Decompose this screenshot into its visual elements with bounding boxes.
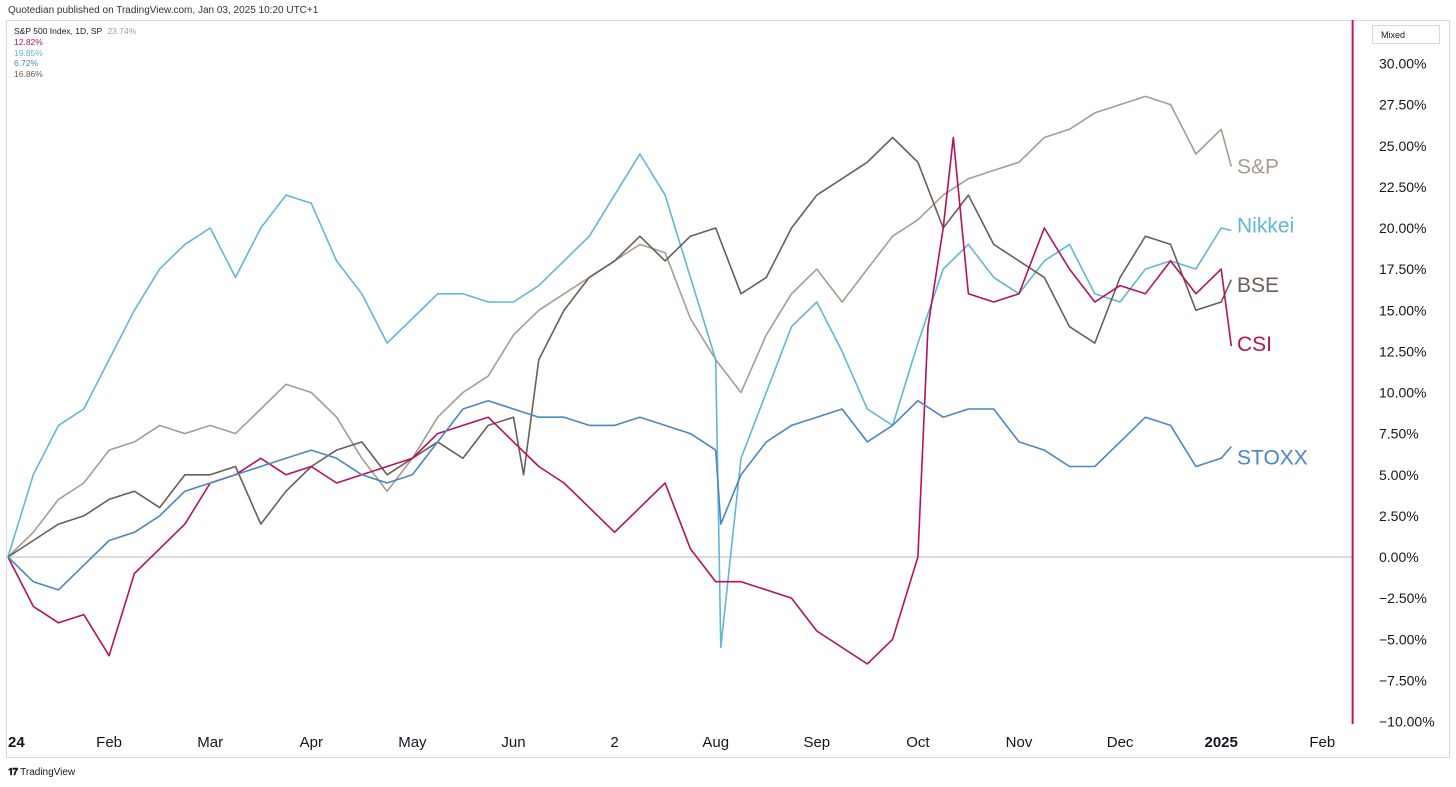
legend-value-1: 12.82%	[14, 36, 43, 47]
price-scale-mode-button[interactable]: Mixed	[1372, 25, 1440, 44]
x-tick-label: Oct	[906, 734, 930, 751]
publisher-caption: Quotedian published on TradingView.com, …	[8, 5, 319, 16]
x-tick-label: May	[398, 734, 427, 751]
series-label-bse: BSE	[1237, 274, 1279, 297]
y-tick-label: −2.50%	[1379, 590, 1427, 606]
y-tick-label: 15.00%	[1379, 302, 1426, 318]
y-tick-label: 30.00%	[1379, 56, 1426, 72]
watermark-text: TradingView	[20, 767, 76, 778]
chart-frame	[6, 20, 1450, 758]
x-axis: 24 Feb Mar Apr May Jun 2 Aug Sep Oct Nov Dec 2025 Feb	[8, 734, 1335, 751]
series-label-nikkei: Nikkei	[1237, 215, 1294, 238]
y-tick-label: 2.50%	[1379, 508, 1419, 524]
x-tick-label: Sep	[803, 734, 830, 751]
legend-value-3: 6.72%	[14, 58, 39, 69]
series-line-csi[interactable]	[7, 136, 1233, 665]
series-label-sp: S&P	[1237, 155, 1279, 178]
x-tick-label: Feb	[96, 734, 122, 751]
y-tick-label: −7.50%	[1379, 672, 1427, 688]
x-tick-label: Nov	[1006, 734, 1033, 751]
y-tick-label: 22.50%	[1379, 179, 1426, 195]
x-tick-label: Jun	[501, 734, 525, 751]
x-tick-label: 2025	[1205, 734, 1238, 751]
y-tick-label: 10.00%	[1379, 385, 1426, 401]
series-label-stoxx: STOXX	[1237, 447, 1308, 470]
x-tick-label: 24	[8, 734, 25, 751]
tradingview-logo-icon: 𝟏𝟕	[8, 767, 18, 778]
y-tick-label: 7.50%	[1379, 426, 1419, 442]
y-tick-label: 20.00%	[1379, 220, 1426, 236]
x-tick-label: 2	[610, 734, 618, 751]
x-tick-label: Feb	[1309, 734, 1335, 751]
y-tick-label: 17.50%	[1379, 261, 1426, 277]
y-tick-label: 27.50%	[1379, 97, 1426, 113]
x-tick-label: Aug	[702, 734, 729, 751]
y-tick-label: −10.00%	[1379, 714, 1435, 730]
watermark: 𝟏𝟕 TradingView	[8, 767, 75, 778]
legend-symbol: S&P 500 Index, 1D, SP	[14, 26, 103, 36]
series-line-sp[interactable]	[7, 95, 1233, 558]
x-tick-label: Mar	[197, 734, 223, 751]
y-axis: 30.00% 27.50% 25.00% 22.50% 20.00% 17.50% 15.0…	[8, 20, 1435, 730]
legend-symbol-value: 23.74%	[107, 26, 137, 36]
x-tick-label: Apr	[300, 734, 323, 751]
y-tick-label: 0.00%	[1379, 549, 1419, 565]
y-tick-label: −5.00%	[1379, 631, 1427, 647]
y-tick-label: 5.00%	[1379, 467, 1419, 483]
series-line-bse[interactable]	[7, 136, 1233, 558]
x-tick-label: Dec	[1107, 734, 1134, 751]
series-line-nikkei[interactable]	[7, 153, 1232, 649]
y-tick-label: 25.00%	[1379, 138, 1426, 154]
series-labels: S&P Nikkei BSE CSI STOXX	[1237, 155, 1308, 469]
series-line-stoxx[interactable]	[7, 399, 1232, 591]
y-tick-label: 12.50%	[1379, 343, 1426, 359]
series-lines	[7, 95, 1233, 665]
legend-value-2: 19.85%	[14, 47, 43, 58]
series-label-csi: CSI	[1237, 333, 1272, 356]
legend-symbol-row[interactable]: S&P 500 Index, 1D, SP 23.74%	[14, 26, 136, 37]
legend-value-4: 16.86%	[14, 69, 43, 80]
legend: S&P 500 Index, 1D, SP 23.74% 12.82% 19.8…	[14, 26, 136, 80]
